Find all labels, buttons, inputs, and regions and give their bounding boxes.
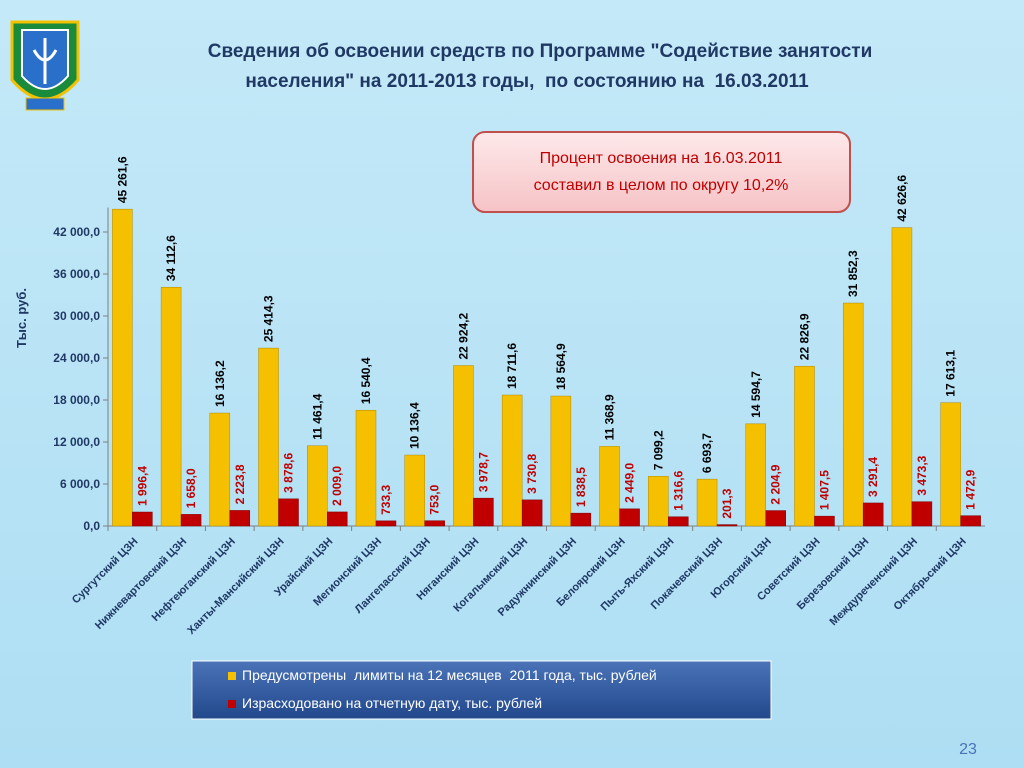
data-label: 2 009,0 <box>330 466 344 506</box>
data-label: 753,0 <box>428 484 442 514</box>
bar <box>891 227 913 527</box>
data-label: 16 136,2 <box>213 360 227 407</box>
logo <box>10 20 80 111</box>
data-label: 1 407,5 <box>817 470 831 510</box>
bar <box>599 446 620 527</box>
data-label: 1 838,5 <box>574 467 588 507</box>
legend-label: Предусмотрены лимиты на 12 месяцев 2011 … <box>242 667 657 683</box>
bar <box>862 502 884 527</box>
data-label: 3 878,6 <box>282 452 296 492</box>
bar <box>570 512 592 527</box>
data-label: 1 316,6 <box>671 470 685 510</box>
legend-swatch <box>228 700 236 708</box>
y-tick-label: 0,0 <box>83 519 100 533</box>
data-label: 1 658,0 <box>184 468 198 508</box>
data-label: 34 112,6 <box>164 235 178 281</box>
data-label: 2 223,8 <box>233 464 247 504</box>
bar <box>229 510 251 527</box>
bar <box>960 515 981 527</box>
bar <box>327 511 348 527</box>
data-label: 22 826,9 <box>797 313 811 360</box>
data-label: 16 540,4 <box>359 357 373 404</box>
bar <box>160 286 182 527</box>
bar <box>501 394 523 527</box>
y-tick-label: 24 000,0 <box>53 351 100 365</box>
legend-box <box>191 660 772 720</box>
bar <box>619 508 640 527</box>
data-label: 1 996,4 <box>135 466 149 506</box>
bar <box>842 302 864 527</box>
bar <box>648 476 669 527</box>
bar <box>473 497 494 527</box>
y-tick-label: 42 000,0 <box>53 225 100 239</box>
data-label: 18 711,6 <box>505 343 519 389</box>
data-label: 17 613,1 <box>944 350 958 397</box>
bar <box>745 423 766 527</box>
bar <box>375 520 397 527</box>
y-tick-label: 12 000,0 <box>53 435 100 449</box>
callout-text: Процент освоения на 16.03.2011 <box>540 150 783 167</box>
bar <box>794 365 815 527</box>
bar <box>716 524 738 527</box>
bar <box>132 511 153 527</box>
legend-label: Израсходовано на отчетную дату, тыс. руб… <box>242 695 542 711</box>
bar <box>668 516 689 527</box>
y-tick-label: 18 000,0 <box>53 393 100 407</box>
bar <box>355 409 377 527</box>
bar <box>765 510 786 527</box>
data-label: 11 461,4 <box>310 393 324 439</box>
y-axis-label: Тыс. руб. <box>14 288 29 348</box>
bar <box>258 347 279 527</box>
y-tick-label: 6 000,0 <box>60 477 100 491</box>
page-number: 23 <box>959 741 977 758</box>
callout-box <box>472 131 851 213</box>
title-line: Сведения об освоении средств по Программ… <box>208 41 873 62</box>
bar <box>424 520 445 527</box>
callout-text: составил в целом по округу 10,2% <box>534 177 789 194</box>
bar <box>180 514 202 527</box>
y-tick-label: 30 000,0 <box>53 309 100 323</box>
data-label: 3 730,8 <box>525 454 539 494</box>
data-label: 733,3 <box>379 485 393 515</box>
data-label: 201,3 <box>720 488 734 518</box>
data-label: 22 924,2 <box>456 312 470 359</box>
data-label: 18 564,9 <box>554 343 568 390</box>
data-label: 14 594,7 <box>749 371 763 418</box>
data-label: 7 099,2 <box>651 430 665 470</box>
bar <box>112 208 133 527</box>
bar <box>209 412 231 527</box>
legend-swatch <box>228 672 236 680</box>
data-label: 1 472,9 <box>964 469 978 509</box>
data-label: 11 368,9 <box>603 394 617 440</box>
title-line: населения" на 2011-2013 годы, по состоян… <box>245 71 809 92</box>
bar <box>307 445 328 527</box>
data-label: 10 136,4 <box>408 402 422 449</box>
bar <box>521 499 543 527</box>
bar <box>911 501 933 527</box>
bar <box>453 365 474 527</box>
bar <box>278 498 299 527</box>
data-label: 2 449,0 <box>623 462 637 502</box>
y-tick-label: 36 000,0 <box>53 267 100 281</box>
bar <box>404 454 425 527</box>
data-label: 42 626,6 <box>895 175 909 222</box>
bar <box>940 402 961 527</box>
data-label: 45 261,6 <box>115 156 129 203</box>
bar <box>550 395 572 527</box>
data-label: 25 414,3 <box>262 295 276 342</box>
data-label: 3 291,4 <box>866 457 880 497</box>
data-label: 3 473,3 <box>915 455 929 495</box>
data-label: 31 852,3 <box>846 250 860 297</box>
data-label: 3 978,7 <box>476 452 490 492</box>
data-label: 6 693,7 <box>700 433 714 473</box>
bar <box>696 478 718 527</box>
data-label: 2 204,9 <box>769 464 783 504</box>
bar <box>814 515 835 527</box>
